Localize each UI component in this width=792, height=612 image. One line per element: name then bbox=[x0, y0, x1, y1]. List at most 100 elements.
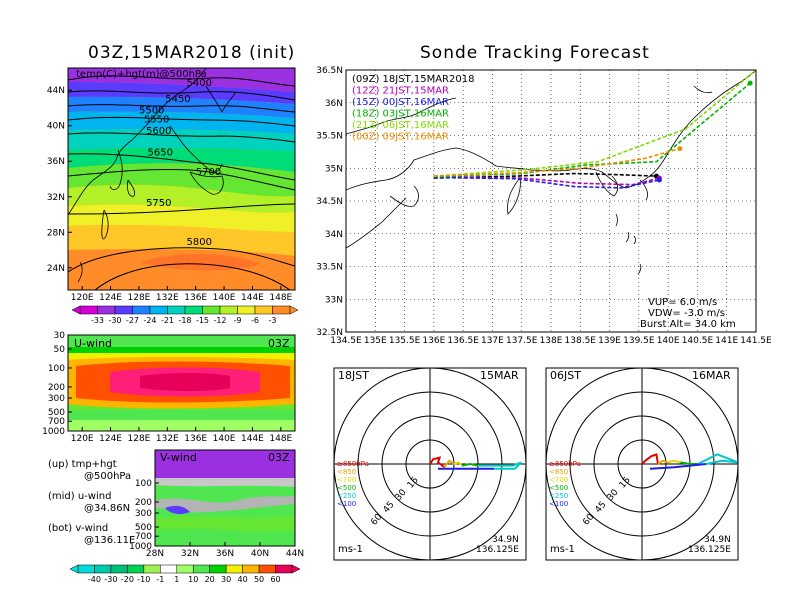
wind-colorbar-label: -30 bbox=[104, 575, 117, 584]
hodo1-lat: 34.9N bbox=[492, 535, 519, 545]
sonde-y-tick-label: 33N bbox=[325, 295, 343, 305]
hodo-ring-label: 60 bbox=[369, 512, 384, 527]
sonde-track bbox=[433, 147, 681, 177]
temp-height-map bbox=[68, 68, 295, 290]
sonde-x-tick-label: 137E bbox=[481, 336, 504, 346]
wind-colorbar-swatch bbox=[160, 564, 178, 574]
hodo-trace bbox=[680, 461, 698, 465]
u-x-tick-label: 140E bbox=[213, 434, 236, 444]
wind-colorbar-arrow-right bbox=[291, 564, 301, 574]
sonde-y-tick-label: 32.5N bbox=[316, 328, 343, 338]
sonde-y-tick-label: 34N bbox=[325, 230, 343, 240]
u-x-tick-label: 136E bbox=[184, 434, 207, 444]
v-x-tick-label: 44N bbox=[286, 549, 304, 559]
hodo-legend-entry: <500 bbox=[337, 484, 356, 492]
colorbar-swatch bbox=[79, 305, 98, 315]
map-x-tick-label: 136E bbox=[184, 293, 207, 303]
wind-colorbar-label: 20 bbox=[205, 575, 215, 584]
wind-colorbar: -40 -30 -20 -10 -1 1 10 20 30 40 50 60 bbox=[69, 564, 301, 584]
u-x-tick-label: 128E bbox=[128, 434, 151, 444]
wind-colorbar-swatch bbox=[225, 564, 243, 574]
wind-colorbar-swatch bbox=[94, 564, 112, 574]
colorbar-label: -30 bbox=[108, 316, 121, 325]
contour-label: 5600 bbox=[146, 126, 171, 137]
legend-bot-line2: @136.11E bbox=[84, 535, 136, 546]
sonde-legend-entry: (09Z) 18JST,15MAR2018 bbox=[352, 74, 474, 85]
sonde-track bbox=[433, 82, 751, 178]
hodo-legend-entry: <250 bbox=[549, 492, 568, 500]
hodo-legend-entry: <100 bbox=[337, 500, 356, 508]
v-x-tick-label: 28N bbox=[146, 549, 164, 559]
wind-colorbar-label: -1 bbox=[156, 575, 164, 584]
wind-colorbar-label: -40 bbox=[88, 575, 101, 584]
v-wind-time: 03Z bbox=[268, 451, 290, 464]
hodo2-lon: 136.125E bbox=[688, 545, 731, 555]
sonde-title: Sonde Tracking Forecast bbox=[420, 43, 650, 63]
sonde-legend-entry: (21Z) 06JST,16MAR bbox=[352, 120, 449, 131]
contour-label: 5400 bbox=[187, 78, 212, 89]
hodo-frame bbox=[333, 367, 527, 561]
wind-colorbar-swatch bbox=[209, 564, 227, 574]
colorbar-label: -33 bbox=[91, 316, 104, 325]
map-x-tick-label: 128E bbox=[128, 293, 151, 303]
colorbar-swatch bbox=[272, 305, 291, 315]
wind-colorbar-swatch bbox=[275, 564, 293, 574]
colorbar-swatch bbox=[132, 305, 151, 315]
sonde-x-tick-label: 141E bbox=[715, 336, 738, 346]
wind-colorbar-label: 30 bbox=[221, 575, 231, 584]
contour-label: 5450 bbox=[165, 94, 190, 105]
colorbar-arrow-right bbox=[289, 305, 299, 315]
legend-mid-line1: (mid) u-wind bbox=[48, 491, 112, 502]
colorbar-swatch bbox=[97, 305, 116, 315]
sonde-legend-entry: (18Z) 03JST,16MAR bbox=[352, 109, 449, 120]
wind-colorbar-swatch bbox=[77, 564, 95, 574]
sonde-y-tick-label: 36.5N bbox=[316, 66, 343, 76]
u-y-tick-label: 500 bbox=[48, 408, 65, 418]
colorbar-swatch bbox=[114, 305, 133, 315]
colorbar-label: -6 bbox=[251, 316, 259, 325]
wind-colorbar-swatch bbox=[176, 564, 194, 574]
sonde-track-end bbox=[747, 80, 753, 86]
hodo1-date: 15MAR bbox=[480, 369, 519, 382]
sonde-x-tick-label: 139.5E bbox=[623, 336, 655, 346]
sonde-map bbox=[346, 70, 756, 332]
hodo1-lon: 136.125E bbox=[476, 545, 519, 555]
hodo-ring-label: 30 bbox=[606, 487, 621, 502]
colorbar-label: -21 bbox=[161, 316, 174, 325]
colorbar-label: -27 bbox=[126, 316, 139, 325]
wind-colorbar-label: 10 bbox=[188, 575, 198, 584]
map-x-tick-label: 140E bbox=[213, 293, 236, 303]
hodo-ring-label: 60 bbox=[581, 512, 596, 527]
sonde-y-tick-label: 36N bbox=[325, 99, 343, 109]
colorbar-swatch bbox=[167, 305, 186, 315]
hodo-ring-label: 45 bbox=[594, 500, 609, 515]
hodo-trace bbox=[453, 461, 463, 467]
map-frame bbox=[67, 67, 296, 291]
contour-label: 5800 bbox=[187, 237, 212, 248]
sonde-x-tick-label: 136.5E bbox=[447, 336, 479, 346]
hodo-legend-entry: <500 bbox=[549, 484, 568, 492]
hodo-legend-entry: <250 bbox=[337, 492, 356, 500]
sonde-legend-entry: (15Z) 00JST,16MAR bbox=[352, 97, 449, 108]
u-wind-label: U-wind bbox=[74, 337, 113, 350]
sonde-x-tick-label: 138.5E bbox=[565, 336, 597, 346]
temp-colorbar: -33 -30 -27 -24 -21 -18 -15 -12 -9 -6 -3 bbox=[71, 305, 299, 325]
sonde-track bbox=[433, 70, 756, 177]
map-label: temp(C)+hgt(m)@500hPa bbox=[76, 69, 207, 80]
hodo-trace bbox=[429, 456, 445, 469]
legend-mid-line2: @34.86N bbox=[84, 503, 131, 514]
v-x-tick-label: 36N bbox=[216, 549, 234, 559]
sonde-x-tick-label: 139E bbox=[598, 336, 621, 346]
colorbar-swatch bbox=[184, 305, 203, 315]
contour-label: 5550 bbox=[144, 115, 169, 126]
u-y-tick-label: 300 bbox=[48, 394, 65, 404]
u-y-tick-label: 700 bbox=[48, 417, 65, 427]
hodo-trace bbox=[649, 463, 707, 470]
hodo-trace bbox=[697, 453, 738, 465]
sonde-x-tick-label: 135.5E bbox=[389, 336, 421, 346]
sonde-x-tick-label: 140.5E bbox=[682, 336, 714, 346]
